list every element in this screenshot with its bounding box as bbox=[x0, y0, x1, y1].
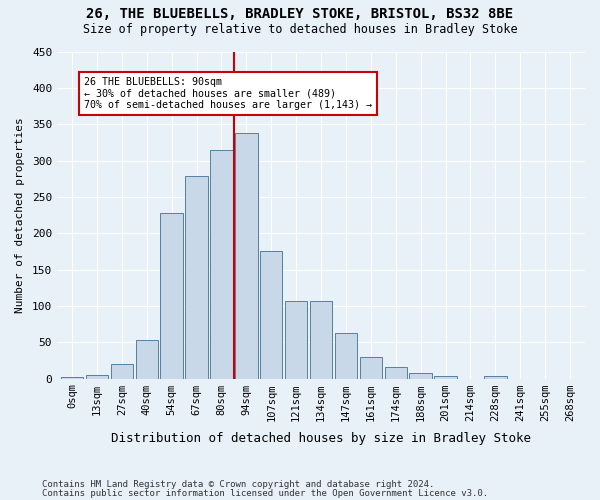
Bar bbox=[61, 377, 83, 378]
Bar bbox=[185, 176, 208, 378]
Text: 26, THE BLUEBELLS, BRADLEY STOKE, BRISTOL, BS32 8BE: 26, THE BLUEBELLS, BRADLEY STOKE, BRISTO… bbox=[86, 8, 514, 22]
Bar bbox=[285, 301, 307, 378]
Bar bbox=[359, 356, 382, 378]
Text: 26 THE BLUEBELLS: 90sqm
← 30% of detached houses are smaller (489)
70% of semi-d: 26 THE BLUEBELLS: 90sqm ← 30% of detache… bbox=[85, 77, 373, 110]
Bar bbox=[110, 364, 133, 378]
Bar bbox=[434, 376, 457, 378]
Bar bbox=[484, 376, 506, 378]
Bar bbox=[335, 334, 357, 378]
Bar bbox=[86, 375, 108, 378]
Text: Size of property relative to detached houses in Bradley Stoke: Size of property relative to detached ho… bbox=[83, 22, 517, 36]
Bar bbox=[409, 374, 432, 378]
Text: Contains public sector information licensed under the Open Government Licence v3: Contains public sector information licen… bbox=[42, 490, 488, 498]
Bar bbox=[160, 213, 183, 378]
Bar bbox=[210, 150, 233, 378]
Bar bbox=[260, 252, 283, 378]
Bar bbox=[235, 133, 257, 378]
Bar bbox=[385, 367, 407, 378]
Y-axis label: Number of detached properties: Number of detached properties bbox=[15, 117, 25, 313]
Bar bbox=[136, 340, 158, 378]
Text: Contains HM Land Registry data © Crown copyright and database right 2024.: Contains HM Land Registry data © Crown c… bbox=[42, 480, 434, 489]
Bar bbox=[310, 301, 332, 378]
X-axis label: Distribution of detached houses by size in Bradley Stoke: Distribution of detached houses by size … bbox=[111, 432, 531, 445]
